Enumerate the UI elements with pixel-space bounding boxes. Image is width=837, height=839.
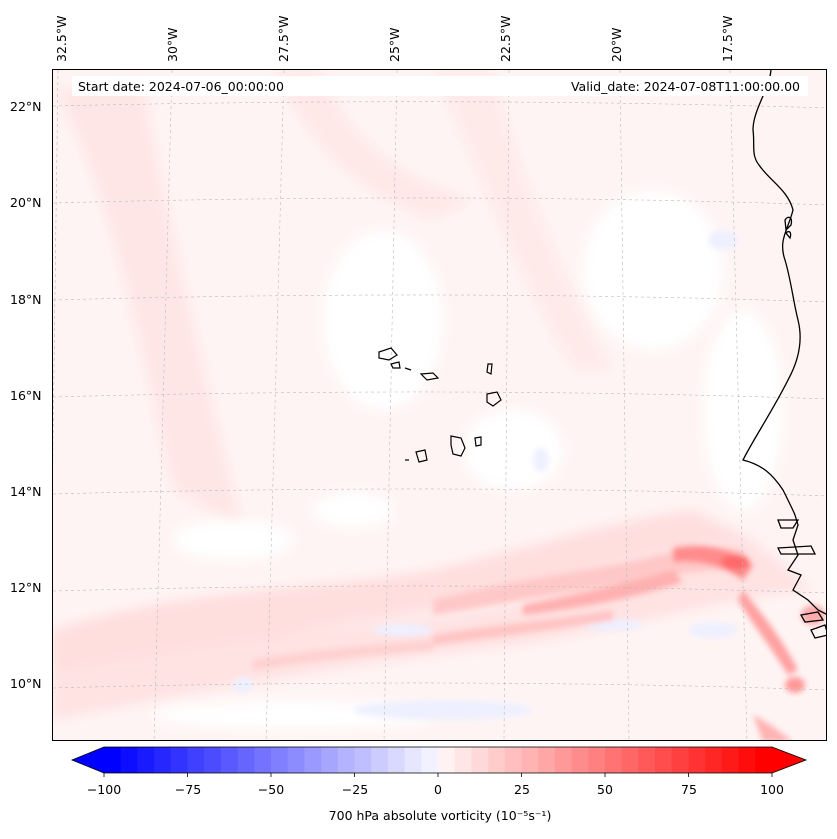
colorbar-cell: [321, 747, 339, 773]
colorbar-cell: [354, 747, 372, 773]
colorbar-cell: [220, 747, 239, 773]
lat-label: 14°N: [10, 484, 42, 499]
colorbar-cell: [705, 747, 723, 773]
colorbar-cell: [104, 747, 122, 773]
colorbar-cell: [287, 747, 305, 773]
lon-label: 22.5°W: [498, 15, 513, 62]
colorbar-cell: [187, 747, 205, 773]
lon-label: 27.5°W: [276, 15, 291, 62]
colorbar-cell: [170, 747, 188, 773]
colorbar-cell: [588, 747, 606, 773]
colorbar-cell: [120, 747, 138, 773]
coastline: [742, 70, 826, 639]
colorbar-cell: [204, 747, 222, 773]
date-info-bar: Start date: 2024-07-06_00:00:00 Valid_da…: [72, 76, 808, 96]
lat-label: 12°N: [10, 580, 42, 595]
colorbar-cell: [738, 747, 756, 773]
colorbar-cell: [137, 747, 155, 773]
colorbar-tick-label: 75: [681, 782, 697, 797]
colorbar-cell: [454, 747, 472, 773]
colorbar-tick-label: −50: [257, 782, 285, 797]
valid-date-label: Valid_date: 2024-07-08T11:00:00.00: [570, 79, 800, 94]
colorbar-cell: [304, 747, 322, 773]
colorbar-tick-label: 25: [514, 782, 530, 797]
colorbar-cell: [337, 747, 355, 773]
colorbar-cell: [571, 747, 589, 773]
lon-label: 17.5°W: [720, 15, 735, 62]
colorbar-cell: [605, 747, 623, 773]
colorbar-tick-label: 100: [760, 782, 784, 797]
map-panel[interactable]: Start date: 2024-07-06_00:00:00 Valid_da…: [52, 69, 827, 741]
colorbar-cell: [538, 747, 556, 773]
vorticity-field: [53, 70, 826, 740]
colorbar-cell: [387, 747, 406, 773]
colorbar-cell: [254, 747, 272, 773]
vorticity-maximum-band: [253, 545, 825, 740]
start-date-label: Start date: 2024-07-06_00:00:00: [78, 79, 284, 94]
colorbar-cell: [638, 747, 656, 773]
lon-label: 32.5°W: [54, 15, 69, 62]
colorbar-cell: [688, 747, 706, 773]
colorbar-cell: [271, 747, 289, 773]
lon-label: 25°W: [387, 27, 402, 62]
colorbar-cell: [521, 747, 539, 773]
colorbar-cell: [621, 747, 639, 773]
lat-label: 18°N: [10, 292, 42, 307]
lat-label: 16°N: [10, 388, 42, 403]
colorbar-cell: [671, 747, 689, 773]
colorbar-cell: [655, 747, 673, 773]
colorbar-tick-marks: [103, 773, 773, 777]
colorbar-label: 700 hPa absolute vorticity (10⁻⁵s⁻¹): [328, 808, 552, 823]
colorbar-tick-label: 0: [434, 782, 442, 797]
colorbar-cell: [504, 747, 522, 773]
colorbar-extend-min: [72, 747, 104, 773]
colorbar-cells: [72, 747, 806, 773]
lon-label: 20°W: [609, 27, 624, 62]
colorbar-cell: [154, 747, 172, 773]
colorbar-cell: [721, 747, 740, 773]
colorbar-cell: [421, 747, 439, 773]
lat-label: 10°N: [10, 676, 42, 691]
colorbar-cell: [404, 747, 422, 773]
colorbar-cell: [371, 747, 389, 773]
colorbar-cell: [471, 747, 489, 773]
colorbar-tick-label: −100: [86, 782, 122, 797]
lon-label: 30°W: [165, 27, 180, 62]
colorbar-extend-max: [772, 747, 806, 773]
colorbar-cell: [554, 747, 573, 773]
colorbar-cell: [755, 747, 773, 773]
colorbar-cell: [438, 747, 456, 773]
lat-label: 22°N: [10, 99, 42, 114]
cabo-verde-islands: [378, 347, 502, 463]
colorbar-cell: [237, 747, 255, 773]
colorbar: [70, 746, 808, 777]
colorbar-tick-label: −75: [174, 782, 202, 797]
colorbar-tick-label: −25: [341, 782, 369, 797]
colorbar-tick-label: 50: [597, 782, 613, 797]
lat-label: 20°N: [10, 195, 42, 210]
graticule: [53, 70, 826, 740]
colorbar-cell: [488, 747, 506, 773]
